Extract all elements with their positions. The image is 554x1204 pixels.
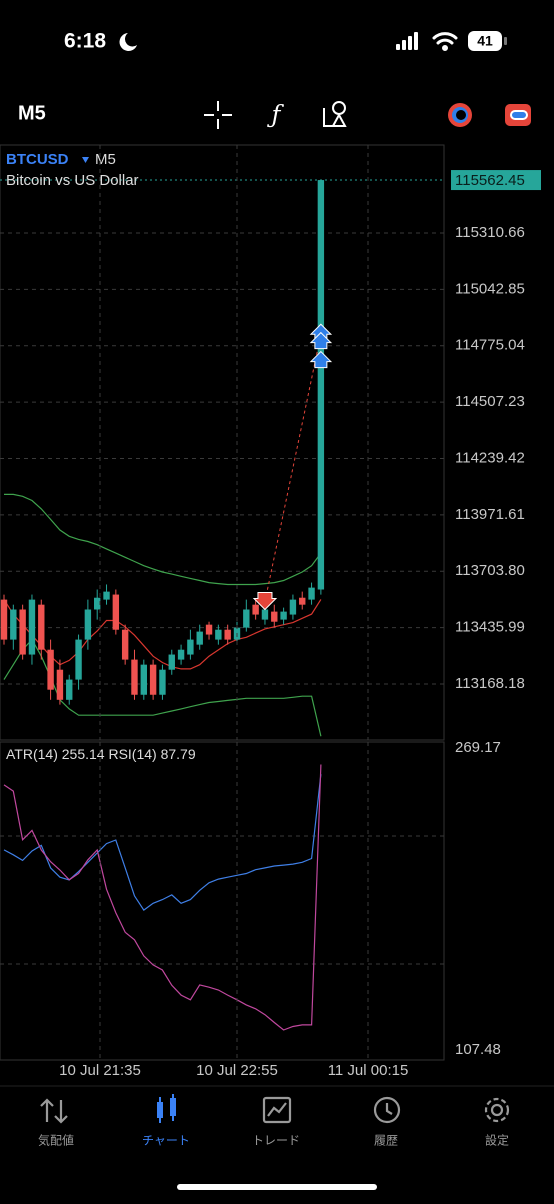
y-tick-label: 114239.42 (455, 449, 525, 466)
candle-body (75, 639, 82, 680)
pane-frame (0, 741, 445, 1061)
candle-body (131, 659, 138, 695)
candle-body (47, 649, 54, 690)
legend-name: ATR(14) (6, 746, 58, 762)
symbol-dropdown[interactable] (82, 157, 89, 163)
candle-body (66, 679, 73, 700)
trade-button[interactable] (448, 103, 472, 127)
candle-body (299, 597, 306, 605)
y-tick-label: 115310.66 (455, 224, 525, 241)
symbol[interactable]: BTCUSD (6, 151, 69, 168)
nav-bar: 気配値 チャート トレード 履歴 設定 (38, 1133, 509, 1148)
candle-body (168, 654, 175, 670)
candle-body (271, 611, 278, 622)
objects-button[interactable] (323, 101, 347, 127)
y-tick-label: 114507.23 (455, 393, 525, 410)
candle-body (56, 669, 64, 700)
candle-body (159, 669, 166, 695)
candle-body (215, 629, 222, 640)
nav-label[interactable]: チャート (142, 1134, 190, 1148)
band-upper (4, 493, 322, 586)
candle-body (84, 609, 92, 640)
indicator-button[interactable]: ƒ (267, 101, 285, 129)
battery-level: 41 (477, 33, 493, 49)
candle-body (94, 597, 101, 610)
candle-body (19, 609, 26, 655)
moving-average (3, 599, 322, 670)
y-tick-label: 114775.04 (455, 337, 525, 354)
candle-body (38, 604, 45, 650)
legend-value: 87.79 (161, 746, 196, 762)
y-tick-label: 113435.99 (455, 619, 525, 636)
indicator-pane: ATR(14) 255.14 RSI(14) 87.79 (0, 741, 445, 1061)
candle-body (224, 629, 231, 640)
candle-body (205, 624, 213, 635)
candle-body (103, 591, 110, 600)
current-price-tag (451, 170, 541, 191)
indicator-legend: ATR(14) 255.14 RSI(14) 87.79 (6, 746, 196, 762)
settings-button[interactable] (505, 104, 531, 126)
y-tick-label: 113971.61 (455, 506, 525, 523)
candle-body (289, 599, 297, 615)
chart-nav-icon (157, 1094, 176, 1123)
current-price: 115562.45 (455, 172, 525, 189)
buy-marker (309, 331, 333, 350)
pane-frame (0, 144, 445, 741)
time-label: 11 Jul 00:15 (328, 1062, 409, 1079)
candle-body (317, 180, 325, 590)
candle-body (261, 609, 269, 620)
legend-name: RSI(14) (108, 746, 156, 762)
candle-body (140, 664, 147, 695)
wifi-icon (432, 32, 458, 51)
battery-icon (468, 31, 502, 51)
sell-marker (252, 592, 278, 611)
moon-icon (119, 33, 137, 51)
nav-label[interactable]: 気配値 (38, 1133, 74, 1148)
y-tick-label: 107.48 (455, 1041, 501, 1058)
candle-body (243, 609, 250, 628)
symbol-description: Bitcoin vs US Dollar (6, 172, 139, 189)
time-label: 10 Jul 21:35 (59, 1062, 141, 1079)
y-tick-label: 113168.18 (455, 675, 525, 692)
indicator-line (3, 764, 322, 1031)
legend-value: 255.14 (62, 746, 105, 762)
candle-body (0, 599, 8, 640)
candle-body (149, 664, 157, 695)
battery-tip (504, 37, 507, 45)
y-tick-label: 115042.85 (455, 280, 525, 297)
y-tick-label: 113703.80 (455, 562, 525, 579)
signal-icon (396, 32, 418, 50)
candle-body (112, 594, 120, 630)
time-label: 10 Jul 22:55 (196, 1062, 278, 1079)
indicator-line (3, 774, 322, 911)
candle-body (308, 587, 315, 600)
y-tick-label: 269.17 (455, 739, 501, 756)
home-indicator (177, 1184, 377, 1190)
candle-body (28, 599, 36, 655)
candle-body (177, 649, 185, 660)
price-pane (0, 144, 445, 741)
nav-label[interactable]: 履歴 (374, 1134, 398, 1148)
crosshair-button[interactable] (204, 101, 232, 129)
candle-body (10, 609, 17, 640)
candle-body (187, 639, 194, 655)
candle-body (280, 611, 287, 620)
buy-marker (309, 350, 333, 369)
nav-label[interactable]: 設定 (485, 1133, 509, 1148)
chart-timeframe: M5 (95, 151, 116, 168)
candle-body (196, 631, 203, 645)
nav-label[interactable]: トレード (252, 1134, 300, 1148)
nav-icons (40, 1096, 510, 1124)
timeframe-button[interactable]: M5 (18, 102, 46, 124)
candle-body (121, 629, 129, 660)
candle-body (252, 604, 259, 615)
clock: 6:18 (64, 30, 106, 53)
